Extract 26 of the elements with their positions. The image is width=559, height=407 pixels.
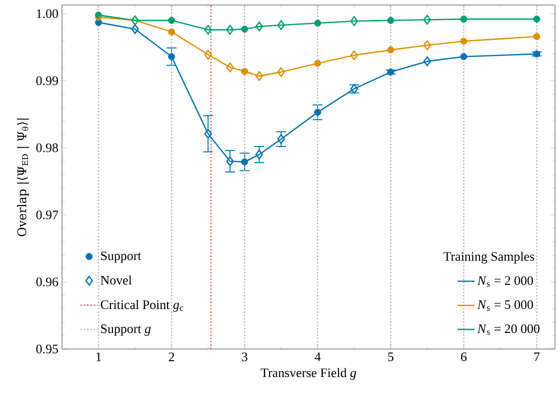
x-tick-label: 4 xyxy=(314,352,321,362)
legend-label: Support xyxy=(101,251,142,263)
legend-label: N$_{s}$ = 2 000 xyxy=(477,276,533,287)
x-tick-label: 7 xyxy=(534,352,540,361)
x-tick-label: 2 xyxy=(168,352,174,362)
x-tick-label: 1 xyxy=(96,352,101,362)
y-tick-label: 0.95 xyxy=(36,344,58,354)
y-axis-title: Overlap |⟨Ψ$_{ED}$ | Ψ$_{θ}$⟩| xyxy=(17,118,29,236)
ref-line-label: Support g xyxy=(101,324,151,336)
y-tick-label: 1.00 xyxy=(36,9,58,18)
x-tick-label: 6 xyxy=(461,352,467,362)
point xyxy=(533,33,540,40)
x-tick-label: 5 xyxy=(388,352,394,362)
point xyxy=(533,50,540,58)
y-tick-label: 0.99 xyxy=(36,76,58,86)
point xyxy=(533,16,540,23)
y-tick-label: 0.96 xyxy=(36,278,58,286)
legend-title: Training Samples xyxy=(444,252,534,264)
y-tick-label: 0.98 xyxy=(36,143,58,152)
ref-line-label: Critical Point g$_{c}$ xyxy=(100,300,184,312)
x-axis-title: Transverse Field g xyxy=(260,368,356,380)
x-tick-label: 3 xyxy=(242,352,248,362)
legend-label: N$_{s}$ = 20 000 xyxy=(477,324,540,335)
legend-label: N$_{s}$ = 5 000 xyxy=(477,300,533,311)
y-tick-label: 0.97 xyxy=(36,210,58,220)
legend-label: Novel xyxy=(100,276,132,285)
